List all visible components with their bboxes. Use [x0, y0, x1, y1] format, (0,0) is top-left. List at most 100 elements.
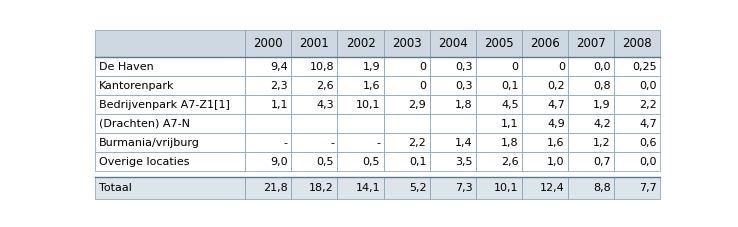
Bar [614, 114, 661, 133]
Bar [522, 114, 568, 133]
Bar [245, 30, 292, 57]
Bar [568, 30, 614, 57]
Text: 0,25: 0,25 [632, 62, 657, 72]
Bar [384, 76, 430, 95]
Bar [568, 57, 614, 76]
Bar [245, 76, 292, 95]
Text: 0,5: 0,5 [362, 157, 380, 167]
Text: 14,1: 14,1 [356, 183, 380, 193]
Bar [337, 76, 384, 95]
Text: -: - [330, 138, 334, 148]
Text: 0: 0 [419, 62, 427, 72]
Bar [384, 177, 430, 199]
Bar [292, 114, 337, 133]
Text: 4,5: 4,5 [501, 100, 519, 110]
Bar [384, 95, 430, 114]
Text: 4,7: 4,7 [547, 100, 565, 110]
Bar [337, 114, 384, 133]
Bar [430, 76, 476, 95]
Bar [95, 177, 245, 199]
Bar [95, 30, 245, 57]
Text: 2,3: 2,3 [270, 81, 288, 91]
Bar [614, 76, 661, 95]
Bar [95, 57, 245, 76]
Text: 0,5: 0,5 [317, 157, 334, 167]
Text: 8,8: 8,8 [593, 183, 611, 193]
Bar [245, 177, 292, 199]
Bar [476, 76, 522, 95]
Text: 2005: 2005 [484, 37, 514, 50]
Bar [430, 152, 476, 171]
Text: 1,6: 1,6 [362, 81, 380, 91]
Text: (Drachten) A7-N: (Drachten) A7-N [99, 119, 190, 129]
Bar [522, 57, 568, 76]
Bar [476, 177, 522, 199]
Text: 2,2: 2,2 [409, 138, 427, 148]
Bar [245, 114, 292, 133]
Text: 5,2: 5,2 [409, 183, 427, 193]
Bar [292, 152, 337, 171]
Text: 0,6: 0,6 [640, 138, 657, 148]
Text: 0: 0 [419, 81, 427, 91]
Bar [245, 95, 292, 114]
Bar [614, 57, 661, 76]
Text: 0,0: 0,0 [640, 157, 657, 167]
Text: 1,8: 1,8 [501, 138, 519, 148]
Text: 0,1: 0,1 [409, 157, 427, 167]
Text: 1,2: 1,2 [593, 138, 611, 148]
Bar [384, 133, 430, 152]
Bar [614, 152, 661, 171]
Text: 0: 0 [558, 62, 565, 72]
Text: 0,0: 0,0 [593, 62, 611, 72]
Text: 2004: 2004 [438, 37, 468, 50]
Text: 21,8: 21,8 [263, 183, 288, 193]
Bar [568, 95, 614, 114]
Text: 1,4: 1,4 [455, 138, 472, 148]
Text: 12,4: 12,4 [540, 183, 565, 193]
Bar [522, 30, 568, 57]
Bar [614, 133, 661, 152]
Bar [337, 95, 384, 114]
Bar [614, 177, 661, 199]
Bar [95, 76, 245, 95]
Text: 10,1: 10,1 [494, 183, 519, 193]
Bar [568, 177, 614, 199]
Text: -: - [376, 138, 380, 148]
Bar [384, 30, 430, 57]
Text: 0,1: 0,1 [501, 81, 519, 91]
Text: 0,8: 0,8 [593, 81, 611, 91]
Bar [430, 57, 476, 76]
Text: 4,3: 4,3 [317, 100, 334, 110]
Bar [522, 133, 568, 152]
Bar [614, 95, 661, 114]
Text: 2,6: 2,6 [501, 157, 519, 167]
Bar [337, 152, 384, 171]
Text: Totaal: Totaal [99, 183, 132, 193]
Bar [430, 114, 476, 133]
Bar [476, 114, 522, 133]
Text: 3,5: 3,5 [455, 157, 472, 167]
Text: -: - [284, 138, 288, 148]
Bar [245, 133, 292, 152]
Bar [384, 114, 430, 133]
Bar [568, 76, 614, 95]
Text: 10,8: 10,8 [309, 62, 334, 72]
Text: 2,6: 2,6 [317, 81, 334, 91]
Text: 2000: 2000 [253, 37, 283, 50]
Bar [95, 114, 245, 133]
Text: Burmania/vrijburg: Burmania/vrijburg [99, 138, 200, 148]
Bar [430, 30, 476, 57]
Bar [384, 152, 430, 171]
Bar [292, 177, 337, 199]
Text: 0,3: 0,3 [455, 62, 472, 72]
Bar [292, 95, 337, 114]
Text: 2003: 2003 [392, 37, 421, 50]
Bar [568, 114, 614, 133]
Text: 2008: 2008 [623, 37, 652, 50]
Text: 9,0: 9,0 [270, 157, 288, 167]
Text: De Haven: De Haven [99, 62, 154, 72]
Text: 4,9: 4,9 [547, 119, 565, 129]
Bar [337, 30, 384, 57]
Text: 4,7: 4,7 [639, 119, 657, 129]
Text: 0,7: 0,7 [593, 157, 611, 167]
